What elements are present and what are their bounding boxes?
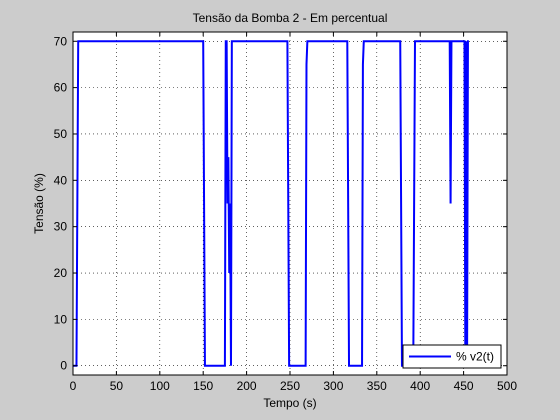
y-tick-label: 0: [60, 359, 67, 373]
x-tick-label: 250: [280, 379, 300, 393]
y-tick-label: 70: [54, 34, 68, 48]
series-line: [73, 40, 469, 367]
legend-box: [402, 344, 502, 369]
x-axis-label: Tempo (s): [263, 396, 316, 410]
legend-entry: % v2(t): [456, 350, 494, 364]
x-tick-label: 100: [150, 379, 170, 393]
legend: % v2(t): [402, 344, 502, 369]
grid: [73, 32, 507, 375]
x-tick-label: 500: [497, 379, 517, 393]
y-tick-label: 10: [54, 312, 68, 326]
y-tick-label: 40: [54, 173, 68, 187]
x-tick-label: 400: [410, 379, 430, 393]
x-tick-label: 150: [193, 379, 213, 393]
y-tick-label: 30: [54, 220, 68, 234]
x-tick-label: 50: [110, 379, 124, 393]
y-tick-label: 20: [54, 266, 68, 280]
chart-title: Tensão da Bomba 2 - Em percentual: [193, 11, 388, 25]
x-tick-label: 450: [454, 379, 474, 393]
plot-area: [73, 32, 507, 375]
x-tick-label: 350: [367, 379, 387, 393]
series-layer: [73, 40, 469, 367]
y-axis-label: Tensão (%): [32, 173, 46, 234]
y-tick-label: 60: [54, 81, 68, 95]
x-tick-label: 0: [70, 379, 77, 393]
x-tick-label: 300: [323, 379, 343, 393]
y-tick-label: 50: [54, 127, 68, 141]
x-tick-label: 200: [237, 379, 257, 393]
ticks: 0 50 100 150 200 250 300 350 400 450 500 0 10 20 30 40 5…: [54, 32, 517, 393]
